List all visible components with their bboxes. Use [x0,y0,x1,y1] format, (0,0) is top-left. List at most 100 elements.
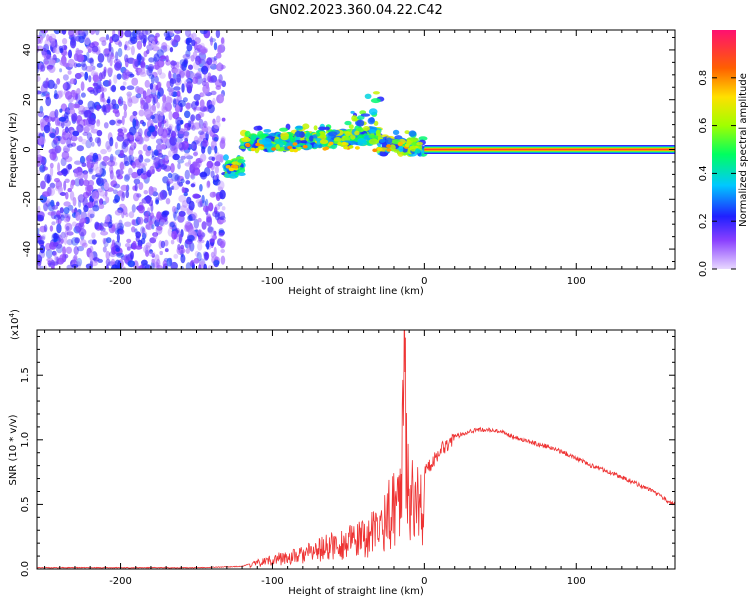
noise-speckle [164,248,169,253]
noise-speckle [203,120,208,129]
noise-speckle [152,191,159,197]
noise-speckle [99,36,107,43]
scintillation-peak [324,146,330,150]
noise-speckle [68,49,72,59]
y-tick-label: 1.5 [20,367,31,383]
noise-speckle [159,250,163,256]
noise-speckle [217,44,223,55]
noise-speckle [96,129,103,137]
noise-speckle [169,221,175,228]
noise-speckle [151,253,155,258]
noise-speckle [74,72,82,80]
scintillation-blob [392,129,400,135]
noise-speckle [70,89,77,98]
snr-y-label: SNR (10 * v/v) [8,414,19,485]
noise-speckle [142,144,148,152]
noise-speckle [174,116,182,121]
noise-speckle [220,249,225,253]
noise-speckle [136,53,142,62]
noise-speckle [50,261,59,266]
noise-speckle [208,202,214,212]
noise-speckle [170,38,177,46]
noise-speckle [145,30,151,35]
noise-speckle [164,239,169,247]
noise-speckle [187,234,195,242]
noise-speckle [123,103,128,111]
scintillation-peak [386,148,392,152]
noise-speckle [108,42,112,52]
noise-speckle [172,153,180,161]
noise-speckle [41,47,48,56]
noise-speckle [213,59,218,65]
spectrogram-x-label: Height of straight line (km) [288,286,424,297]
noise-speckle [62,246,66,256]
noise-speckle [199,184,203,192]
noise-speckle [54,109,59,118]
noise-speckle [122,81,127,86]
noise-speckle [214,204,221,211]
noise-speckle [210,90,217,96]
noise-speckle [168,89,174,97]
noise-speckle [186,81,193,91]
scintillation-blob [381,142,388,149]
noise-speckle [103,182,110,191]
noise-speckle [114,259,121,269]
noise-speckle [58,116,67,122]
y-tick-label: 0.5 [20,496,31,512]
noise-speckle [87,201,94,209]
noise-speckle [78,178,84,187]
noise-speckle [74,237,80,244]
noise-speckle [114,240,121,249]
noise-speckle [93,86,99,96]
noise-speckle [82,191,90,199]
noise-speckle [40,64,46,72]
noise-speckle [148,186,154,196]
noise-speckle [40,91,46,98]
noise-speckle [52,233,60,240]
noise-speckle [155,197,160,203]
noise-speckle [82,131,89,136]
noise-speckle [213,260,220,265]
scintillation-blob [241,137,251,143]
noise-speckle [49,132,56,139]
noise-speckle [123,154,128,165]
scintillation-blob [360,113,371,117]
noise-speckle [87,209,95,219]
noise-speckle [56,210,61,218]
noise-speckle [49,59,56,65]
noise-speckle [180,178,185,184]
noise-speckle [63,201,71,207]
scintillation-blob [357,138,366,144]
scintillation-blob [263,129,272,133]
noise-speckle [205,106,210,112]
noise-speckle [173,86,181,91]
noise-speckle [206,160,214,169]
noise-speckle [113,183,121,189]
noise-speckle [219,93,225,103]
noise-speckle [183,192,188,197]
noise-speckle [88,184,94,192]
noise-speckle [123,128,128,133]
noise-speckle [65,191,69,200]
noise-speckle [99,198,104,206]
noise-speckle [124,173,131,180]
noise-speckle [214,79,223,87]
noise-speckle [144,212,149,222]
noise-speckle [61,151,70,160]
snr-x-label: Height of straight line (km) [288,586,424,597]
noise-speckle [184,162,192,167]
noise-speckle [205,126,212,135]
noise-speckle [91,141,95,147]
noise-speckle [193,218,200,229]
noise-speckle [116,233,120,243]
noise-speckle [142,121,146,127]
noise-speckle [191,212,198,220]
noise-speckle [78,99,84,106]
noise-speckle [206,216,213,227]
noise-speckle [132,161,136,169]
noise-speckle [137,216,144,225]
noise-speckle [89,136,93,143]
noise-speckle [197,217,202,223]
scintillation-peak [397,141,403,146]
noise-speckle [114,111,120,118]
